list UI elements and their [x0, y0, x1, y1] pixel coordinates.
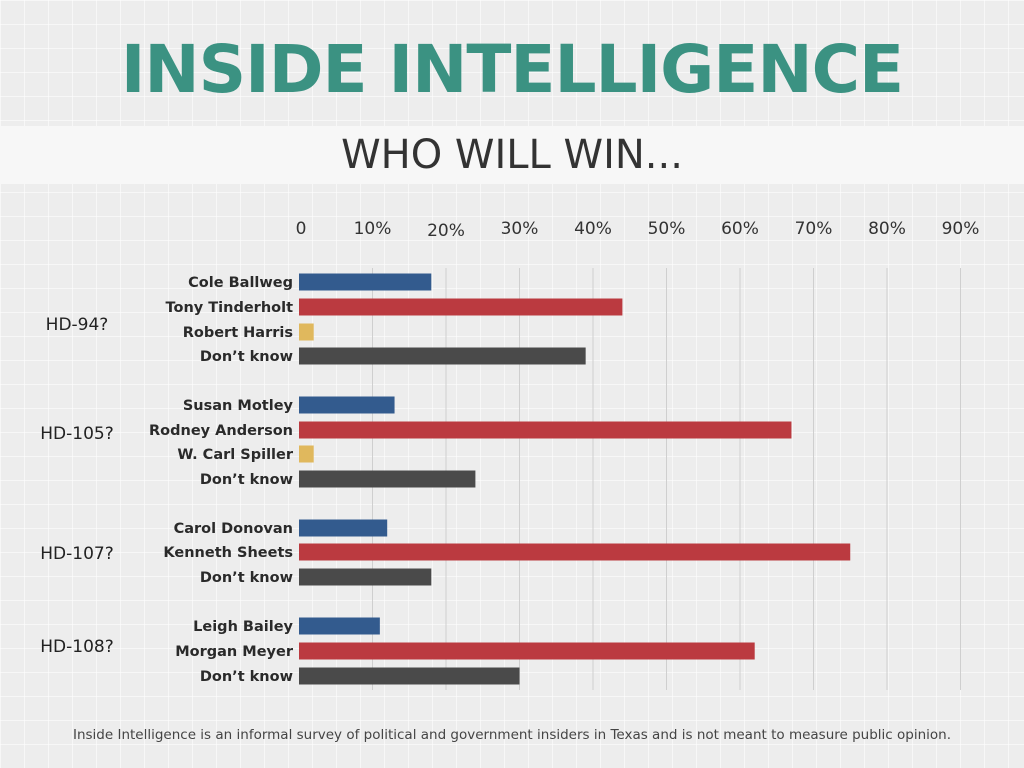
- bar-label: Morgan Meyer: [175, 644, 294, 660]
- bar: [299, 421, 792, 439]
- bar-label: Tony Tinderholt: [166, 300, 294, 316]
- tick-label: 0: [296, 219, 307, 239]
- page-title: INSIDE INTELLIGENCE: [120, 31, 904, 108]
- bar-label: Don’t know: [200, 669, 293, 685]
- tick-label: 60%: [721, 219, 759, 239]
- bar: [299, 347, 586, 365]
- bar-label: Don’t know: [200, 570, 293, 586]
- bar: [299, 543, 851, 561]
- bar-label: Leigh Bailey: [193, 619, 293, 635]
- bar-label: Don’t know: [200, 472, 293, 488]
- page-subtitle: WHO WILL WIN...: [341, 132, 683, 178]
- group-label: HD-107?: [40, 544, 113, 564]
- bar-label: W. Carl Spiller: [177, 447, 294, 463]
- footnote: Inside Intelligence is an informal surve…: [72, 727, 952, 743]
- bar: [299, 568, 432, 586]
- bar-label: Robert Harris: [183, 325, 293, 341]
- tick-label: 20%: [427, 221, 465, 241]
- tick-label: 50%: [648, 219, 686, 239]
- bar-label: Susan Motley: [183, 398, 294, 414]
- group-label: HD-94?: [46, 315, 109, 335]
- bar: [299, 470, 476, 488]
- subtitle-band: WHO WILL WIN...: [0, 126, 1024, 184]
- tick-label: 90%: [942, 219, 980, 239]
- bar-label: Carol Donovan: [174, 521, 293, 537]
- bar-label: Cole Ballweg: [188, 275, 293, 291]
- bar: [299, 617, 380, 635]
- bar: [299, 445, 314, 463]
- bar: [299, 323, 314, 341]
- bar: [299, 642, 755, 660]
- group-label: HD-108?: [40, 637, 113, 657]
- tick-label: 10%: [354, 219, 392, 239]
- bar-label: Kenneth Sheets: [163, 545, 293, 561]
- tick-label: 80%: [868, 219, 906, 239]
- bar: [299, 273, 432, 291]
- tick-label: 40%: [574, 219, 612, 239]
- bar: [299, 298, 623, 316]
- tick-label: 30%: [501, 219, 539, 239]
- bar-label: Don’t know: [200, 349, 293, 365]
- tick-label: 70%: [795, 219, 833, 239]
- bar: [299, 519, 388, 537]
- group-label: HD-105?: [40, 424, 113, 444]
- bar: [299, 396, 395, 414]
- bar-label: Rodney Anderson: [149, 423, 293, 439]
- bar: [299, 667, 520, 685]
